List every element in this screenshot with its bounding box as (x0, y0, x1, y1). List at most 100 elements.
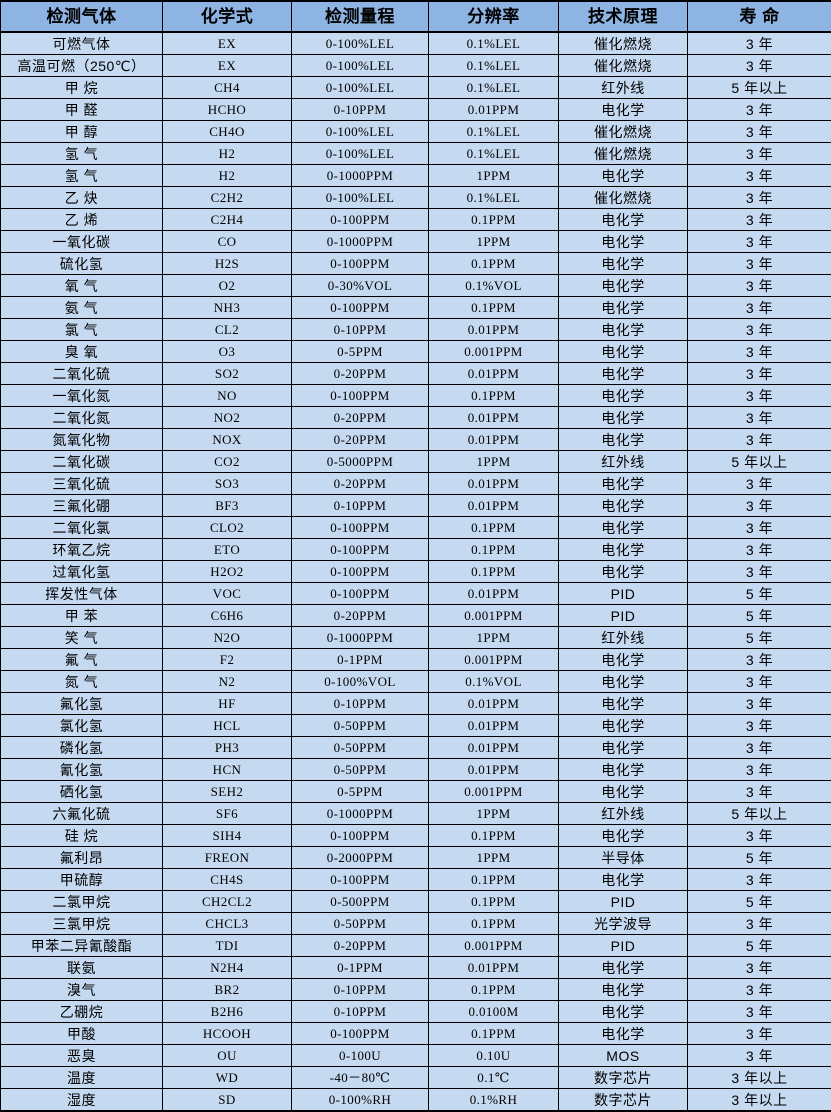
cell-principle: 电化学 (559, 495, 688, 517)
cell-formula: N2O (163, 627, 292, 649)
cell-life: 5 年以上 (688, 77, 831, 99)
cell-resolution: 1PPM (429, 847, 559, 869)
cell-principle: 电化学 (559, 341, 688, 363)
cell-life: 3 年 (688, 759, 831, 781)
cell-life: 5 年 (688, 891, 831, 913)
cell-life: 3 年 (688, 165, 831, 187)
cell-gas: 联氨 (1, 957, 163, 979)
cell-formula: SO3 (163, 473, 292, 495)
cell-formula: HCHO (163, 99, 292, 121)
cell-principle: 电化学 (559, 231, 688, 253)
cell-principle: 电化学 (559, 319, 688, 341)
cell-resolution: 0.01PPM (429, 737, 559, 759)
cell-resolution: 0.01PPM (429, 407, 559, 429)
cell-range: 0-100%LEL (292, 32, 429, 55)
cell-gas: 温度 (1, 1067, 163, 1089)
cell-life: 3 年 (688, 737, 831, 759)
cell-formula: SO2 (163, 363, 292, 385)
cell-formula: H2O2 (163, 561, 292, 583)
cell-principle: 电化学 (559, 671, 688, 693)
cell-resolution: 1PPM (429, 627, 559, 649)
cell-principle: 催化燃烧 (559, 143, 688, 165)
cell-formula: EX (163, 55, 292, 77)
cell-range: 0-100PPM (292, 385, 429, 407)
cell-formula: SEH2 (163, 781, 292, 803)
column-header-life: 寿 命 (688, 1, 831, 32)
cell-gas: 氯 气 (1, 319, 163, 341)
cell-life: 3 年 (688, 319, 831, 341)
cell-gas: 氢 气 (1, 143, 163, 165)
cell-formula: O2 (163, 275, 292, 297)
cell-life: 3 年 (688, 99, 831, 121)
cell-range: 0-100%LEL (292, 55, 429, 77)
cell-resolution: 0.01PPM (429, 319, 559, 341)
column-header-resolution: 分辨率 (429, 1, 559, 32)
cell-gas: 甲 醇 (1, 121, 163, 143)
cell-life: 3 年 (688, 209, 831, 231)
cell-formula: H2 (163, 143, 292, 165)
cell-gas: 氟化氢 (1, 693, 163, 715)
cell-resolution: 0.1%LEL (429, 55, 559, 77)
cell-principle: 电化学 (559, 649, 688, 671)
cell-range: 0-1000PPM (292, 627, 429, 649)
cell-resolution: 0.01PPM (429, 99, 559, 121)
cell-gas: 二氧化氮 (1, 407, 163, 429)
cell-gas: 氧 气 (1, 275, 163, 297)
cell-resolution: 0.1%RH (429, 1089, 559, 1112)
cell-life: 5 年 (688, 847, 831, 869)
cell-life: 3 年 (688, 649, 831, 671)
table-header: 检测气体 化学式 检测量程 分辨率 技术原理 寿 命 (1, 1, 831, 32)
cell-formula: SD (163, 1089, 292, 1112)
cell-range: 0-100PPM (292, 253, 429, 275)
cell-life: 5 年 (688, 935, 831, 957)
cell-resolution: 1PPM (429, 451, 559, 473)
cell-formula: HCN (163, 759, 292, 781)
cell-formula: B2H6 (163, 1001, 292, 1023)
cell-resolution: 0.1PPM (429, 517, 559, 539)
cell-principle: 电化学 (559, 363, 688, 385)
cell-life: 3 年 (688, 1045, 831, 1067)
cell-resolution: 0.1PPM (429, 209, 559, 231)
cell-range: 0-20PPM (292, 429, 429, 451)
cell-gas: 臭 氧 (1, 341, 163, 363)
cell-formula: CH4S (163, 869, 292, 891)
cell-range: 0-100PPM (292, 583, 429, 605)
cell-life: 3 年 (688, 275, 831, 297)
cell-principle: 电化学 (559, 539, 688, 561)
cell-gas: 二氧化硫 (1, 363, 163, 385)
cell-life: 3 年 (688, 869, 831, 891)
cell-principle: 电化学 (559, 693, 688, 715)
cell-life: 3 年 (688, 297, 831, 319)
cell-gas: 恶臭 (1, 1045, 163, 1067)
cell-resolution: 1PPM (429, 803, 559, 825)
cell-formula: SIH4 (163, 825, 292, 847)
cell-gas: 甲酸 (1, 1023, 163, 1045)
cell-gas: 笑 气 (1, 627, 163, 649)
column-header-principle: 技术原理 (559, 1, 688, 32)
cell-formula: CH2CL2 (163, 891, 292, 913)
column-header-gas: 检测气体 (1, 1, 163, 32)
cell-gas: 氟利昂 (1, 847, 163, 869)
cell-resolution: 0.01PPM (429, 693, 559, 715)
cell-formula: CH4 (163, 77, 292, 99)
cell-gas: 氰化氢 (1, 759, 163, 781)
cell-formula: TDI (163, 935, 292, 957)
cell-range: 0-20PPM (292, 473, 429, 495)
